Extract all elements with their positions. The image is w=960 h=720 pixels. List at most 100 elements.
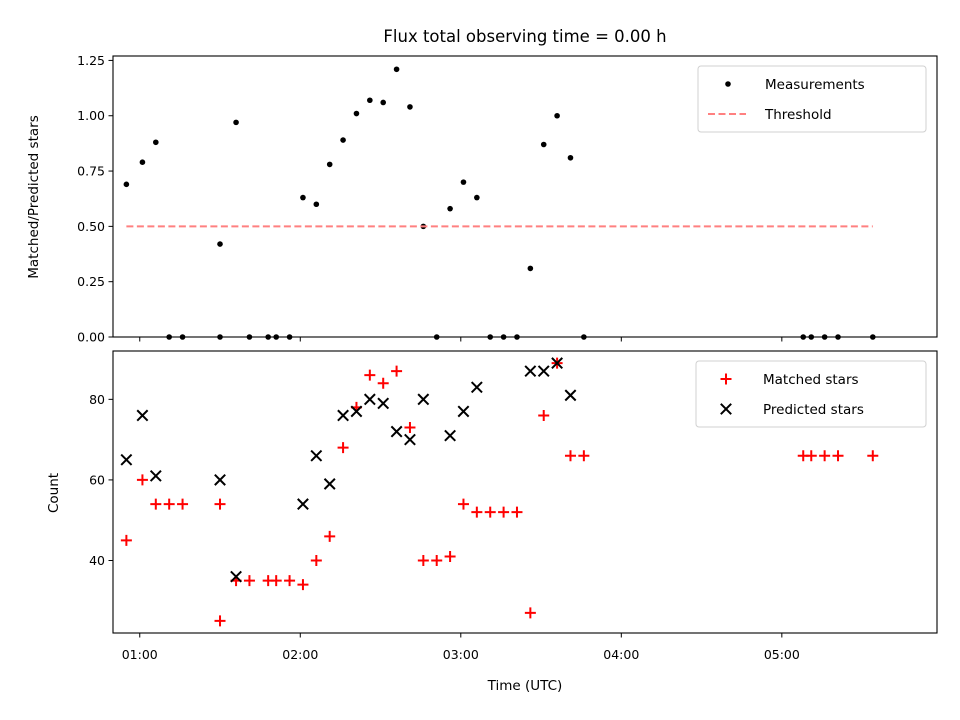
ratio-marks: [123, 66, 876, 340]
measurement-point: [567, 154, 574, 161]
matched-star-point: [564, 450, 576, 462]
y-tick-label: 0.00: [77, 330, 105, 345]
y-tick-label: 0.50: [77, 219, 105, 234]
matched-star-point: [337, 442, 349, 454]
ratio-y-axis-label: Matched/Predicted stars: [26, 115, 42, 278]
matched-star-point: [819, 450, 831, 462]
matched-star-point: [214, 498, 226, 510]
matched-star-point: [324, 530, 336, 542]
measurement-point: [326, 161, 333, 168]
matched-star-point: [444, 550, 456, 562]
count-y-axis-label: Count: [46, 473, 62, 513]
x-tick-label: 03:00: [443, 647, 479, 662]
measurement-point: [123, 181, 130, 188]
x-tick-label: 02:00: [282, 647, 318, 662]
predicted-star-point: [230, 570, 242, 583]
legend-box: [695, 360, 927, 428]
matched-star-point: [578, 450, 590, 462]
legend-marker: [725, 81, 731, 87]
legend-marker: [720, 403, 732, 415]
count-marks: [120, 357, 879, 627]
legend-marker: [720, 373, 732, 385]
matched-star-point: [391, 365, 403, 377]
predicted-star-point: [404, 433, 416, 446]
count-axes: 01:00 02:00 03:00 04:00 05:00 40 60 80: [89, 350, 938, 662]
y-tick-label: 1.00: [77, 108, 105, 123]
matched-star-point: [832, 450, 844, 462]
chart-title: Flux total observing time = 0.00 h: [383, 27, 666, 46]
measurement-point: [367, 97, 373, 104]
count-x-axis-label: Time (UTC): [487, 678, 563, 694]
measurement-point: [540, 141, 547, 148]
y-tick-label: 0.25: [77, 274, 105, 289]
predicted-star-point: [337, 409, 349, 422]
y-tick-label: 1.25: [77, 53, 105, 68]
predicted-star-point: [470, 381, 483, 394]
matched-star-point: [284, 575, 296, 587]
matched-star-point: [867, 450, 879, 462]
plot-frame: [112, 350, 938, 634]
matched-star-point: [471, 506, 483, 518]
measurement-point: [474, 194, 480, 201]
x-tick-label: 05:00: [764, 647, 800, 662]
matched-star-point: [150, 498, 162, 510]
measurement-point: [393, 66, 400, 73]
matched-star-point: [136, 474, 148, 486]
x-tick-label: 01:00: [122, 647, 158, 662]
ratio-panel: Flux total observing time = 0.00 h Match…: [26, 27, 938, 345]
legend-label: Measurements: [765, 77, 865, 93]
legend-box: [697, 65, 927, 133]
legend-label: Threshold: [764, 107, 832, 123]
matched-star-point: [431, 554, 443, 566]
measurement-point: [447, 205, 453, 212]
predicted-star-point: [310, 449, 323, 462]
matched-star-point: [805, 450, 817, 462]
predicted-star-point: [214, 474, 226, 486]
measurement-point: [233, 119, 239, 126]
legend-label: Predicted stars: [763, 402, 864, 418]
matched-star-point: [538, 409, 550, 421]
matched-star-point: [524, 607, 536, 619]
matched-star-point: [310, 554, 322, 566]
measurement-point: [527, 265, 534, 272]
measurement-point: [217, 241, 223, 247]
measurement-point: [340, 137, 346, 143]
matched-star-point: [120, 534, 132, 546]
count-legend: Matched stars Predicted stars: [695, 360, 927, 428]
predicted-star-point: [297, 498, 309, 510]
measurement-point: [554, 112, 560, 119]
measurement-point: [407, 104, 413, 110]
matched-star-point: [498, 506, 510, 518]
y-tick-label: 0.75: [77, 164, 105, 179]
measurement-point: [353, 110, 360, 117]
matched-star-point: [511, 506, 523, 518]
predicted-star-point: [363, 393, 376, 406]
y-tick-label: 40: [89, 553, 105, 568]
matched-star-point: [377, 377, 389, 389]
x-tick-label: 04:00: [603, 647, 639, 662]
matched-star-point: [177, 498, 189, 510]
matched-star-point: [404, 422, 416, 434]
measurement-point: [153, 139, 159, 146]
predicted-star-point: [537, 365, 550, 378]
matched-star-point: [163, 498, 175, 510]
predicted-star-point: [350, 405, 363, 418]
matched-star-point: [297, 579, 309, 591]
matched-star-point: [364, 369, 376, 381]
legend-label: Matched stars: [763, 372, 859, 388]
series-0: [120, 357, 879, 627]
predicted-star-point: [444, 429, 456, 442]
predicted-star-point: [149, 469, 162, 482]
predicted-star-point: [136, 409, 149, 422]
predicted-star-point: [120, 453, 133, 466]
matched-star-point: [270, 575, 282, 587]
matched-star-point: [243, 575, 255, 587]
measurement-point: [460, 179, 467, 185]
predicted-star-point: [457, 405, 470, 418]
y-tick-label: 60: [89, 472, 105, 487]
matched-star-point: [214, 615, 226, 627]
predicted-star-point: [377, 397, 390, 410]
count-panel: Count Time (UTC) 01:00 02:00 03:00 04:00 05:…: [46, 350, 938, 694]
predicted-star-point: [417, 393, 430, 406]
